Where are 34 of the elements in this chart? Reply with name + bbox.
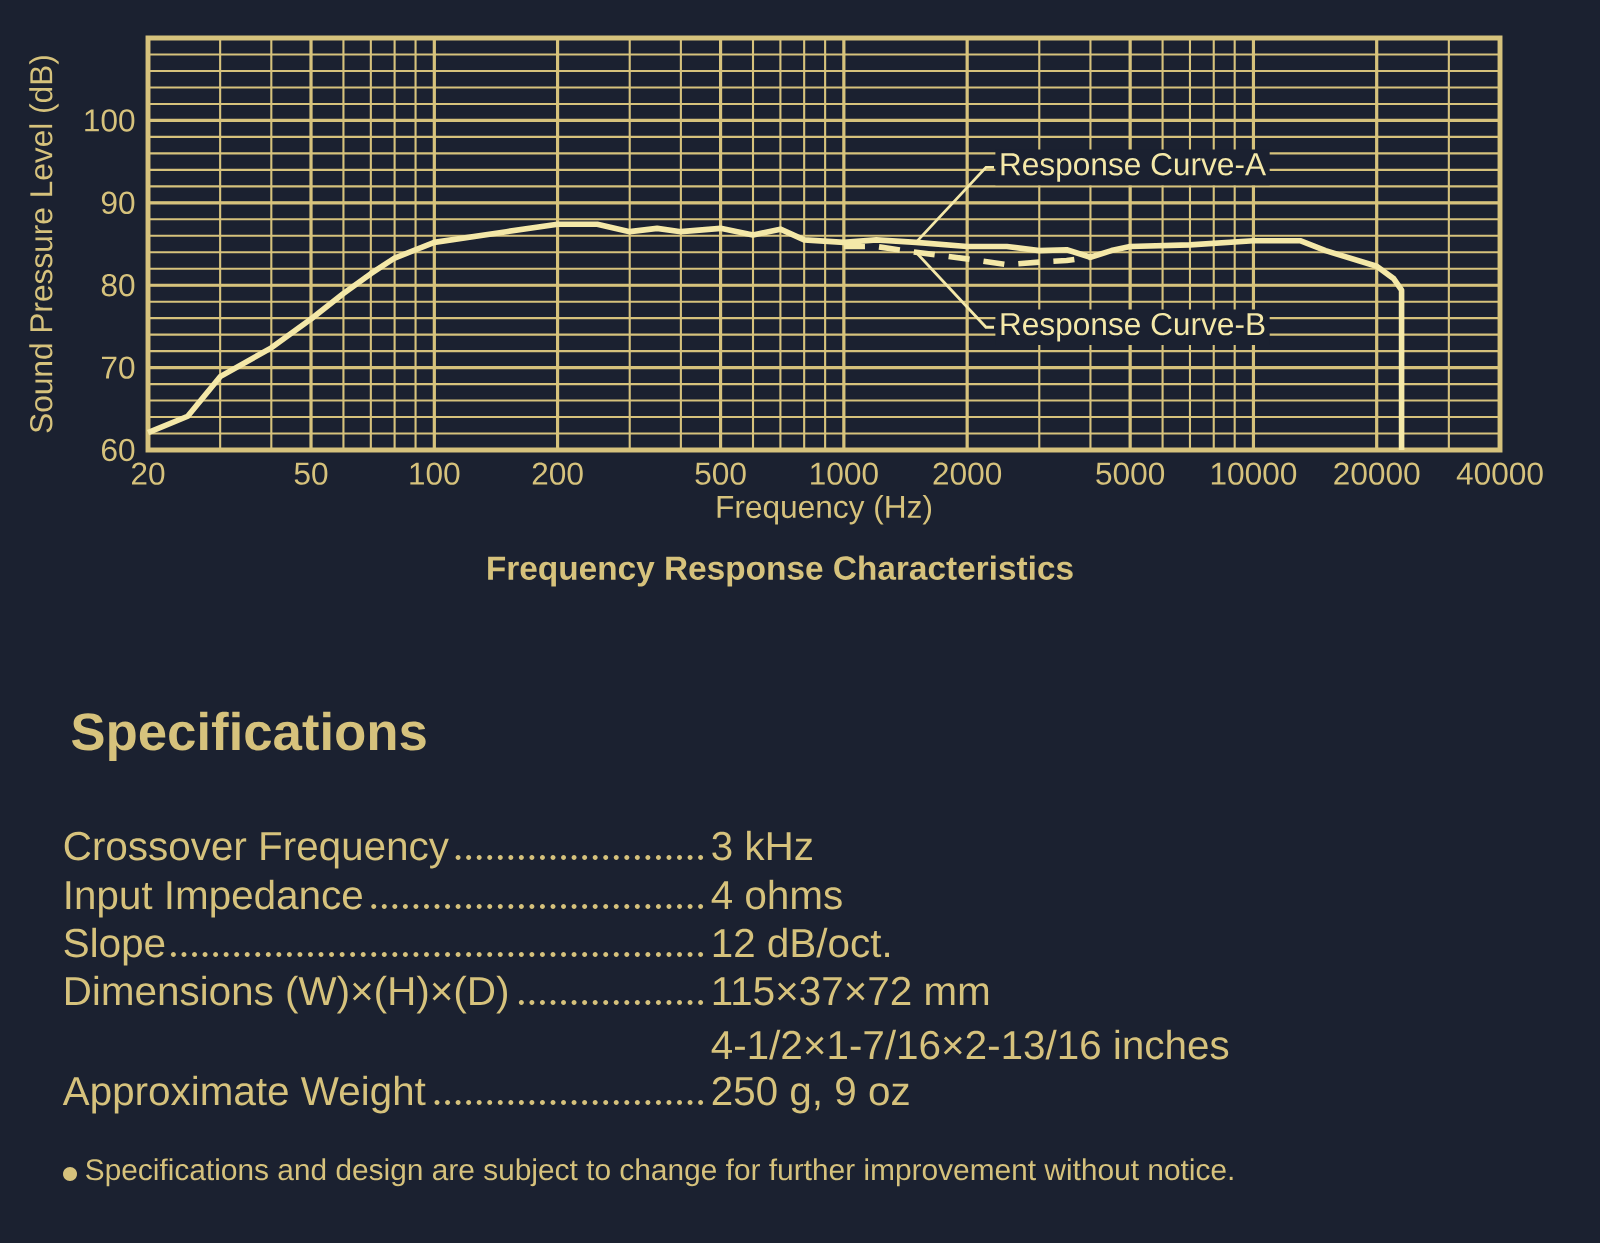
text: Specifications and design are subject to change for further improvement without notice. (86, 1158, 1233, 1187)
text: 115×37×72 mm (713, 976, 989, 1006)
text: Input Impedance (66, 879, 362, 918)
y-tick-label: 90 (101, 191, 135, 215)
annotation: Response Curve-B (1001, 312, 1265, 342)
x-tick-label: 10000 (1211, 462, 1297, 485)
y-tick-label: 70 (102, 356, 135, 379)
x-tick-label: 20 (132, 462, 165, 485)
y-tick-label: 80 (101, 274, 135, 297)
text: 12 dB/oct. (713, 927, 889, 958)
x-axis-title: Frequency (Hz) (717, 494, 932, 525)
x-tick-label: 200 (532, 462, 583, 485)
text: Specifications (71, 711, 426, 761)
y-tick-label: 60 (102, 438, 135, 462)
text: 250 g, 9 oz (712, 1076, 909, 1114)
x-tick-label: 50 (294, 462, 328, 485)
x-tick-label: 20000 (1334, 462, 1420, 485)
y-tick-label: 100 (85, 109, 135, 132)
text: 4 ohms (711, 879, 842, 910)
text: 3 kHz (712, 830, 812, 861)
x-tick-label: 40000 (1456, 462, 1543, 485)
x-tick-label: 2000 (933, 462, 1002, 485)
text: Approximate Weight (62, 1075, 426, 1114)
text: Dimensions (W)×(H)×(D) (66, 975, 507, 1014)
x-tick-label: 1000 (811, 462, 878, 485)
text: Crossover Frequency (64, 831, 449, 869)
x-tick-label: 100 (410, 462, 460, 485)
y-axis-title: Sound Pressure Level (dB) (29, 56, 59, 433)
text: 4-1/2×1-7/16×2-13/16 inches (711, 1029, 1229, 1060)
x-tick-label: 5000 (1096, 462, 1165, 485)
text: Frequency Response Characteristics (488, 555, 1073, 587)
x-tick-label: 500 (695, 462, 746, 485)
annotation: Response Curve-A (1001, 153, 1267, 182)
text: Slope (64, 927, 165, 966)
